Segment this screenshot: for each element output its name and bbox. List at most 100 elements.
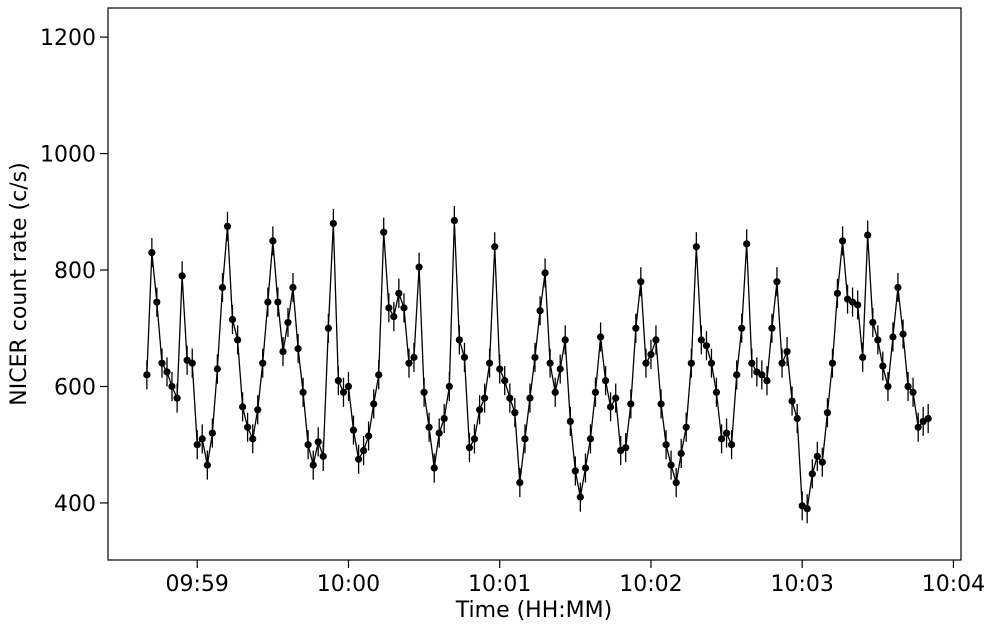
data-point bbox=[743, 240, 751, 248]
data-point bbox=[516, 478, 524, 487]
data-point bbox=[879, 362, 887, 370]
data-point bbox=[400, 304, 408, 312]
data-point bbox=[632, 324, 640, 332]
data-point bbox=[173, 394, 181, 402]
data-point bbox=[667, 461, 675, 469]
data-point bbox=[450, 216, 458, 225]
data-point bbox=[833, 289, 842, 297]
x-tick-label: 10:01 bbox=[468, 572, 531, 597]
data-point bbox=[788, 397, 796, 405]
data-point bbox=[672, 478, 680, 487]
data-point bbox=[168, 382, 176, 391]
x-tick-label: 10:04 bbox=[922, 572, 985, 597]
data-point bbox=[289, 283, 297, 292]
data-point bbox=[188, 359, 196, 367]
data-point bbox=[213, 365, 221, 373]
data-point bbox=[606, 403, 615, 411]
data-point bbox=[259, 359, 267, 367]
data-point bbox=[501, 377, 509, 385]
data-point bbox=[556, 365, 564, 373]
data-point bbox=[692, 243, 700, 251]
data-point bbox=[234, 336, 242, 344]
data-point bbox=[435, 429, 443, 437]
data-point bbox=[838, 237, 847, 245]
data-point bbox=[722, 429, 731, 437]
data-point bbox=[793, 414, 801, 423]
data-point bbox=[773, 278, 781, 286]
data-point bbox=[193, 441, 201, 449]
data-point bbox=[652, 336, 660, 344]
data-point bbox=[531, 353, 539, 361]
data-point bbox=[445, 382, 453, 391]
data-point bbox=[239, 403, 247, 411]
data-point bbox=[727, 441, 736, 449]
data-point bbox=[712, 388, 721, 396]
data-point bbox=[198, 435, 206, 443]
data-point bbox=[687, 359, 695, 367]
data-point bbox=[717, 435, 726, 443]
data-point bbox=[783, 347, 791, 356]
data-point bbox=[874, 336, 882, 344]
data-point bbox=[657, 400, 665, 408]
data-point bbox=[586, 435, 595, 443]
data-point bbox=[914, 423, 922, 431]
data-point bbox=[425, 423, 433, 431]
data-point bbox=[763, 377, 771, 385]
data-point bbox=[299, 388, 307, 396]
data-point bbox=[249, 435, 257, 443]
data-point bbox=[884, 382, 892, 391]
y-tick-label: 400 bbox=[54, 492, 96, 517]
data-point bbox=[385, 304, 393, 312]
data-point bbox=[284, 318, 292, 327]
y-tick-label: 1000 bbox=[40, 143, 96, 168]
data-point bbox=[410, 353, 418, 361]
data-point bbox=[581, 464, 590, 472]
data-point bbox=[158, 359, 166, 367]
data-point bbox=[455, 336, 463, 344]
data-point bbox=[541, 269, 549, 277]
data-point bbox=[506, 394, 514, 402]
data-point bbox=[748, 359, 756, 367]
data-point bbox=[823, 409, 832, 417]
data-point bbox=[465, 444, 474, 452]
data-point bbox=[274, 298, 282, 306]
data-point bbox=[269, 237, 277, 245]
data-point bbox=[370, 400, 378, 408]
x-tick-label: 10:00 bbox=[317, 572, 380, 597]
data-point bbox=[430, 464, 438, 472]
data-point bbox=[511, 409, 519, 417]
data-point bbox=[677, 449, 685, 458]
data-point bbox=[480, 394, 489, 402]
data-point bbox=[642, 359, 650, 367]
data-point bbox=[697, 336, 705, 344]
data-point bbox=[864, 231, 872, 239]
data-point bbox=[551, 388, 559, 396]
data-point bbox=[869, 318, 877, 327]
data-point bbox=[596, 333, 605, 341]
data-point bbox=[622, 444, 630, 452]
y-axis-label: NICER count rate (c/s) bbox=[7, 162, 32, 405]
data-point bbox=[390, 313, 398, 321]
data-point bbox=[491, 243, 499, 251]
data-point bbox=[309, 461, 317, 469]
data-point bbox=[208, 429, 216, 437]
data-point bbox=[682, 423, 690, 431]
data-point bbox=[218, 283, 227, 292]
data-point bbox=[576, 493, 584, 501]
data-point bbox=[294, 345, 302, 353]
data-point bbox=[526, 394, 534, 402]
data-point bbox=[148, 248, 156, 257]
x-tick-label: 10:03 bbox=[770, 572, 833, 597]
data-point bbox=[163, 368, 171, 376]
data-point bbox=[566, 417, 574, 426]
data-point bbox=[758, 371, 766, 379]
data-point bbox=[344, 382, 353, 391]
data-point bbox=[521, 435, 529, 443]
data-point bbox=[904, 382, 912, 391]
data-point bbox=[243, 423, 252, 431]
data-point bbox=[143, 371, 151, 379]
data-point bbox=[813, 452, 821, 460]
data-point bbox=[561, 336, 569, 344]
data-line bbox=[146, 220, 929, 510]
